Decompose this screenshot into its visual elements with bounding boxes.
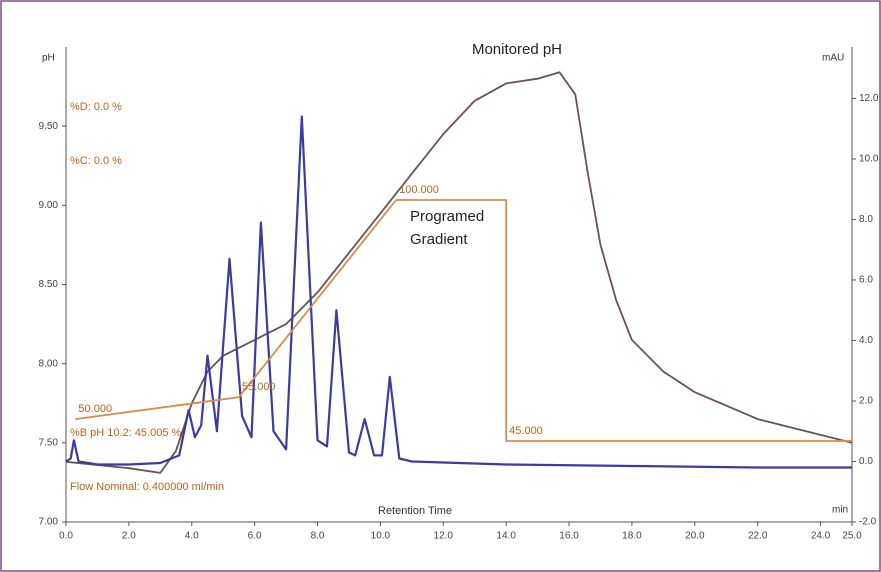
value-label: 100.000 bbox=[399, 184, 439, 196]
x-tick-label: 2.0 bbox=[122, 531, 136, 542]
y2-tick-label: 2.0 bbox=[859, 396, 873, 407]
value-label: 55.000 bbox=[242, 381, 276, 393]
chart-title: Monitored pH bbox=[472, 41, 562, 58]
gradient-note: Gradient bbox=[410, 231, 468, 248]
x-tick-label: 12.0 bbox=[434, 531, 454, 542]
y-tick-label: 8.00 bbox=[39, 358, 59, 369]
x-tick-label: 6.0 bbox=[248, 531, 262, 542]
x-tick-label: 14.0 bbox=[496, 531, 516, 542]
x-tick-label: 4.0 bbox=[185, 531, 199, 542]
y-tick-label: 7.50 bbox=[39, 437, 59, 448]
x-tick-label: 20.0 bbox=[685, 531, 705, 542]
series-line bbox=[65, 71, 853, 474]
annotation: %B pH 10.2: 45.005 % bbox=[70, 427, 182, 439]
value-label: 50.000 bbox=[78, 403, 112, 415]
y2-tick-label: 0.0 bbox=[859, 456, 873, 467]
x-tick-label: 22.0 bbox=[748, 531, 768, 542]
x-tick-label: 0.0 bbox=[59, 531, 73, 542]
y2-tick-label: 6.0 bbox=[859, 275, 873, 286]
x-axis-label: Retention Time bbox=[378, 505, 452, 517]
y2-axis-label: mAU bbox=[822, 53, 844, 64]
x-tick-label: 25.0 bbox=[842, 531, 862, 542]
y-tick-label: 9.00 bbox=[39, 200, 59, 211]
series-line bbox=[65, 115, 852, 469]
annotation: %D: 0.0 % bbox=[70, 101, 122, 113]
x-tick-label: 16.0 bbox=[559, 531, 579, 542]
series-line bbox=[75, 199, 852, 442]
value-label: 45.000 bbox=[509, 425, 543, 437]
x-tick-label: 8.0 bbox=[311, 531, 325, 542]
y-axis-label: pH bbox=[42, 53, 55, 64]
y-tick-label: 9.50 bbox=[39, 121, 59, 132]
x-tick-label: 24.0 bbox=[811, 531, 831, 542]
annotation: Flow Nominal: 0.400000 ml/min bbox=[70, 481, 224, 493]
x-tick-label: 18.0 bbox=[622, 531, 642, 542]
gradient-note: Programed bbox=[410, 208, 484, 225]
y2-tick-label: 8.0 bbox=[859, 214, 873, 225]
annotation: %C: 0.0 % bbox=[70, 155, 122, 167]
y2-tick-label: -2.0 bbox=[859, 517, 877, 528]
x-tick-label: 10.0 bbox=[371, 531, 391, 542]
y2-tick-label: 12.0 bbox=[859, 93, 879, 104]
y-tick-label: 8.50 bbox=[39, 279, 59, 290]
y2-tick-label: 10.0 bbox=[859, 154, 879, 165]
y-tick-label: 7.00 bbox=[39, 517, 59, 528]
y2-tick-label: 4.0 bbox=[859, 335, 873, 346]
x-axis-unit: min bbox=[832, 505, 848, 516]
